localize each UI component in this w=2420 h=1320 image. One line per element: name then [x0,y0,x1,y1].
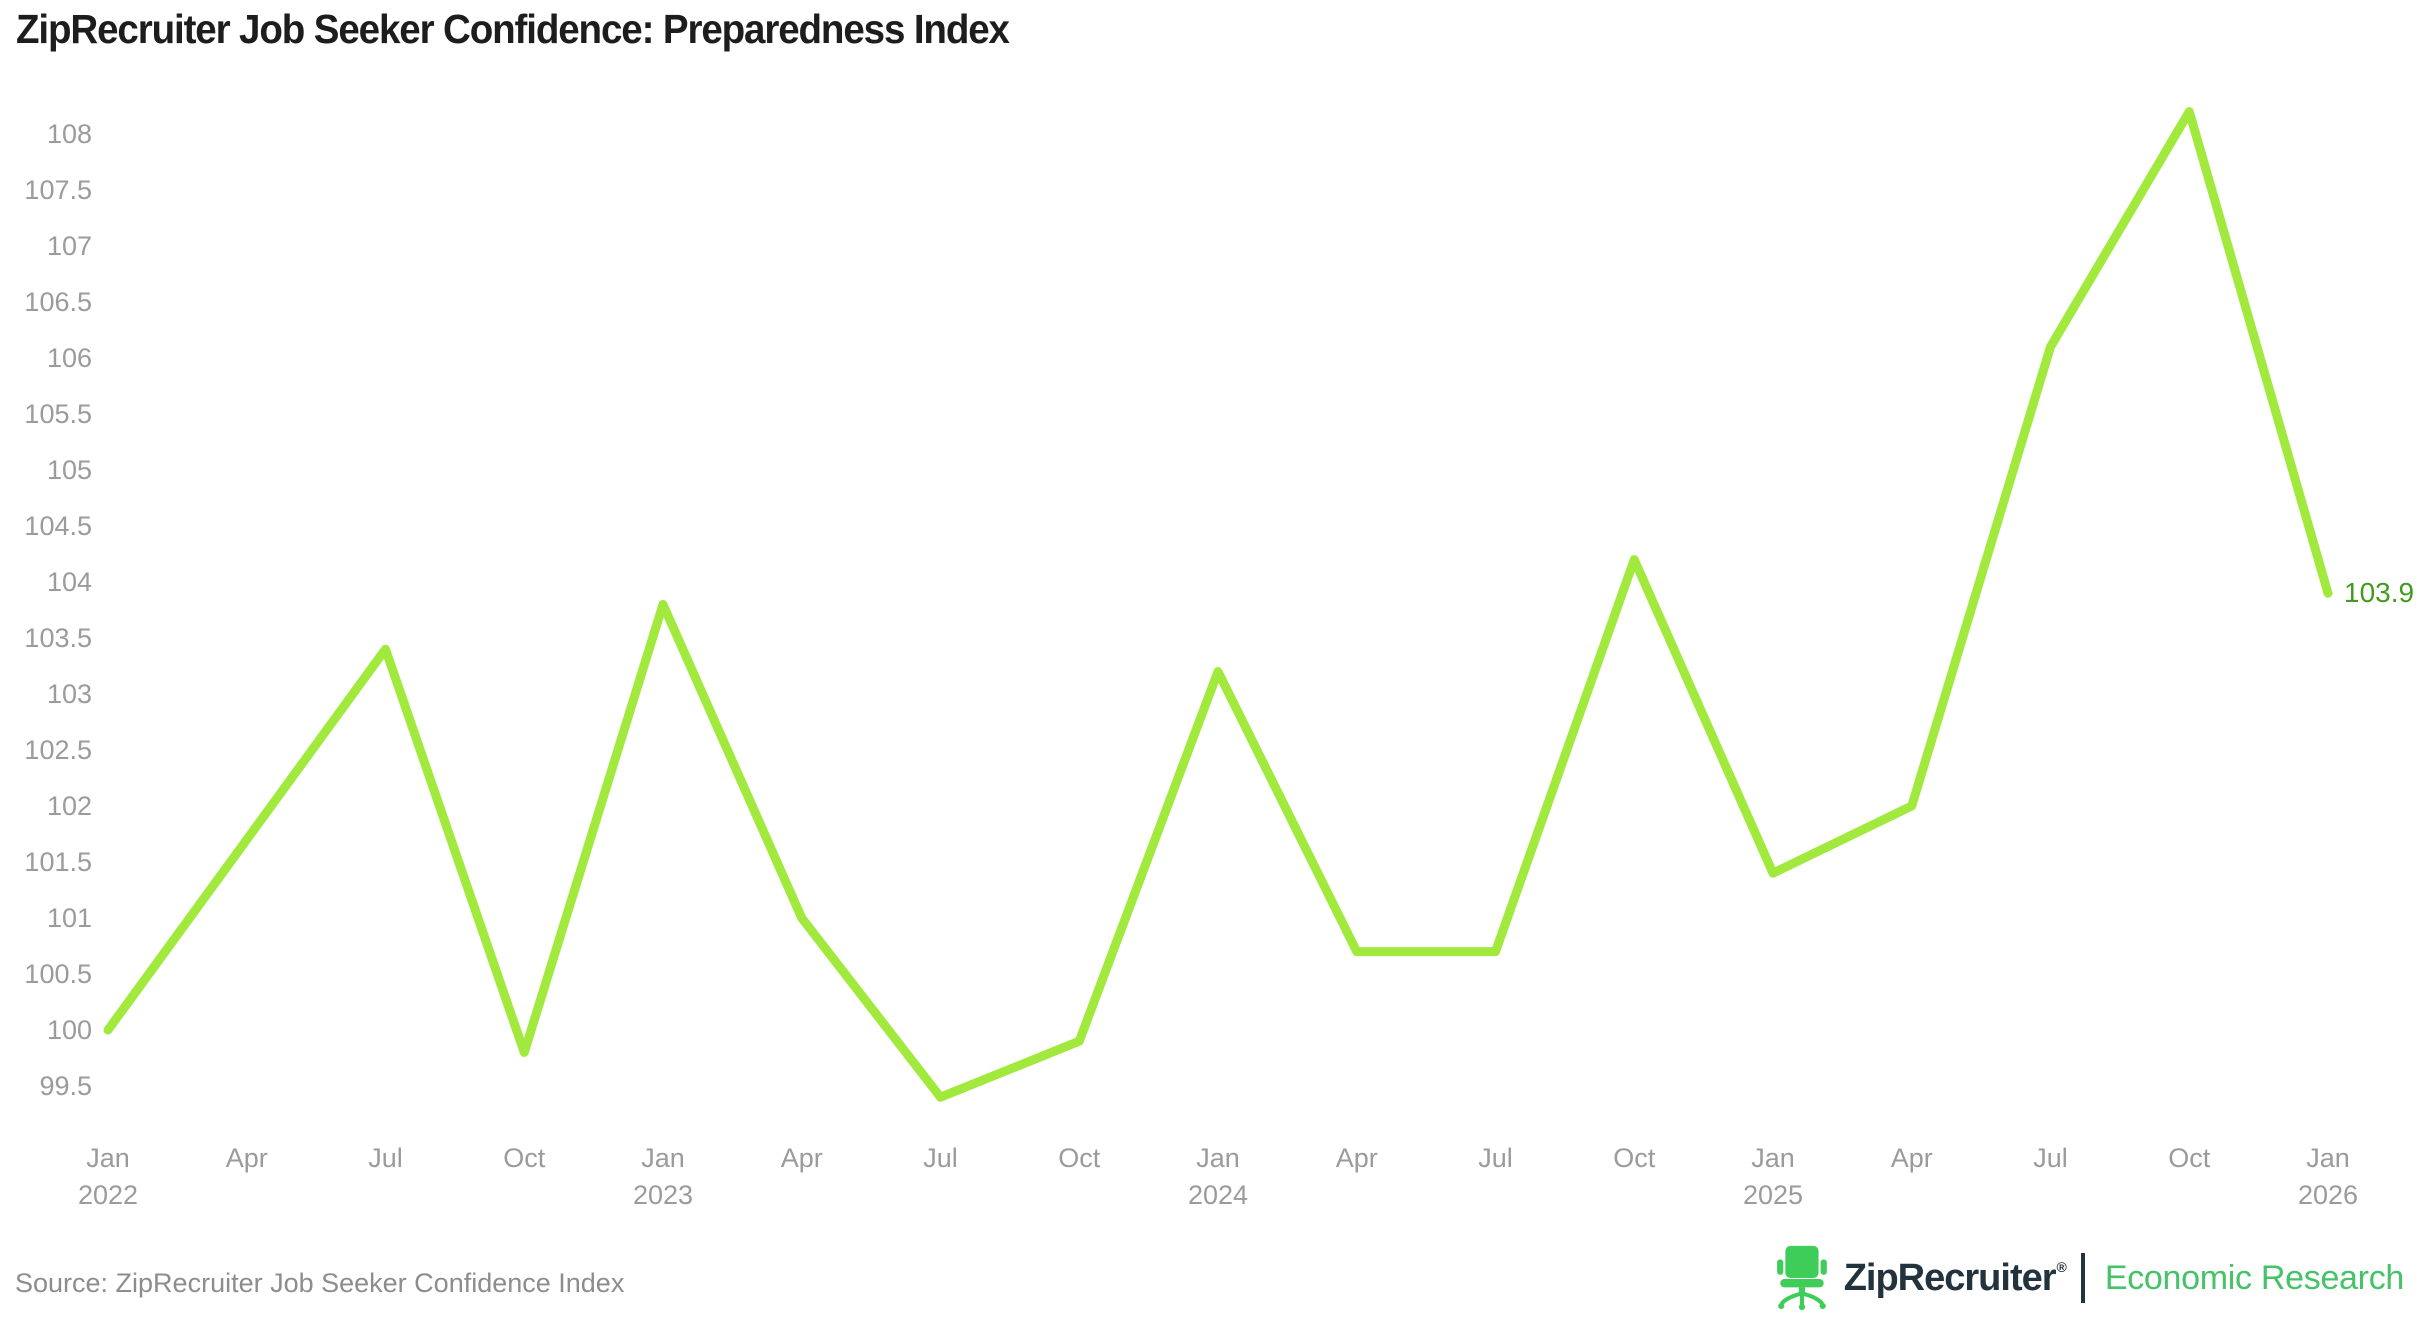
y-tick-label: 101 [46,903,92,933]
x-tick-label: Jan 2024 [1143,1140,1293,1214]
brand-divider [2080,1253,2085,1303]
x-tick-label: Apr [172,1140,322,1177]
x-tick-label: Oct [2114,1140,2264,1177]
x-tick-label: Apr [1837,1140,1987,1177]
y-tick-label: 99.5 [39,1071,92,1101]
x-tick-label: Oct [449,1140,599,1177]
x-tick-month: Jan [86,1143,130,1173]
chart-title: ZipRecruiter Job Seeker Confidence: Prep… [16,6,1010,52]
x-tick-label: Jan 2022 [33,1140,183,1214]
source-note: Source: ZipRecruiter Job Seeker Confiden… [15,1268,625,1298]
x-tick-label: Jul [311,1140,461,1177]
x-tick-month: Jul [368,1143,403,1173]
y-tick-label: 103 [46,679,92,709]
x-tick-month: Jan [2306,1143,2350,1173]
x-tick-month: Oct [1613,1143,1656,1173]
x-tick-month: Oct [1058,1143,1101,1173]
registered-mark: ® [2056,1258,2067,1275]
x-tick-label: Jul [866,1140,1016,1177]
x-tick-label: Apr [1282,1140,1432,1177]
y-tick-label: 104 [46,567,92,597]
x-tick-year: 2023 [632,1180,694,1210]
x-tick-month: Apr [1335,1143,1378,1173]
x-tick-month: Jan [1751,1143,1795,1173]
brand-name-text: ZipRecruiter [1843,1256,2057,1299]
economic-research-label: Economic Research [2104,1258,2404,1297]
x-tick-month: Oct [503,1143,546,1173]
brand-name: ZipRecruiter® [1843,1256,2067,1300]
x-tick-year: 2025 [1742,1180,1804,1210]
x-tick-month: Jul [923,1143,958,1173]
y-tick-label: 100.5 [24,959,92,989]
x-tick-label: Apr [727,1140,877,1177]
y-tick-label: 105.5 [24,399,92,429]
last-value-label: 103.9 [2344,577,2415,609]
x-tick-month: Jan [641,1143,685,1173]
x-tick-month: Jan [1196,1143,1240,1173]
y-tick-label: 106.5 [24,287,92,317]
y-tick-label: 103.5 [24,623,92,653]
y-tick-label: 100 [46,1015,92,1045]
x-tick-label: Oct [1559,1140,1709,1177]
x-tick-label: Jan 2023 [588,1140,738,1214]
y-tick-label: 102 [46,791,92,821]
y-tick-label: 108 [46,119,92,149]
y-tick-label: 107 [46,231,92,261]
x-tick-label: Jan 2025 [1698,1140,1848,1214]
index-line [103,107,2333,1102]
brand-lockup: ZipRecruiter® Economic Research [1774,1240,2404,1316]
y-tick-label: 107.5 [24,175,92,205]
y-tick-label: 101.5 [24,847,92,877]
x-tick-label: Jul [1421,1140,1571,1177]
y-tick-label: 102.5 [24,735,92,765]
x-tick-year: 2022 [77,1180,139,1210]
x-tick-label: Jan 2026 [2253,1140,2403,1214]
x-tick-label: Oct [1004,1140,1154,1177]
x-tick-month: Apr [225,1143,268,1173]
ziprecruiter-chair-icon [1776,1245,1827,1311]
x-tick-label: Jul [1976,1140,2126,1177]
y-tick-label: 105 [46,455,92,485]
x-tick-month: Oct [2168,1143,2211,1173]
x-tick-month: Apr [1890,1143,1933,1173]
x-tick-month: Jul [1478,1143,1513,1173]
y-tick-label: 104.5 [24,511,92,541]
x-tick-year: 2026 [2297,1180,2359,1210]
x-tick-year: 2024 [1187,1180,1249,1210]
x-tick-month: Jul [2033,1143,2068,1173]
y-tick-label: 106 [46,343,92,373]
x-tick-month: Apr [780,1143,823,1173]
